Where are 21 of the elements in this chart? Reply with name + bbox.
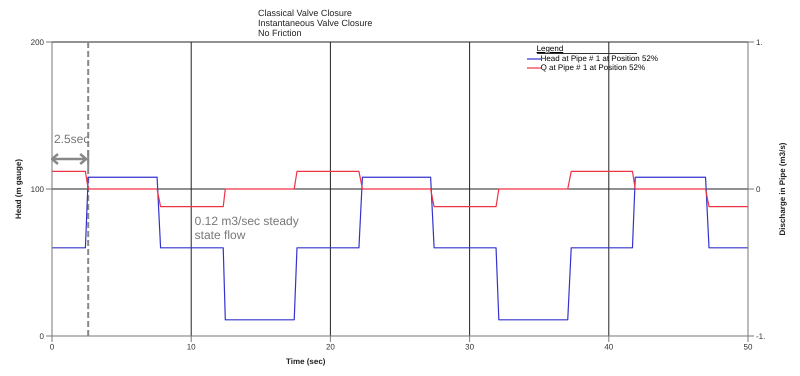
y-tick-label: 0 (40, 332, 45, 341)
y-tick-label: 100 (30, 184, 45, 194)
y-axis-title: Head (m gauge) (14, 158, 23, 220)
y2-axis-title: Discharge in Pipe (m3/s) (778, 142, 787, 236)
x-tick-label: 40 (604, 342, 614, 352)
y2-tick-label: 0 (756, 184, 761, 194)
x-tick-label: 30 (465, 342, 475, 352)
y2-tick-label: -1. (756, 332, 766, 341)
y-tick-label: 200 (30, 38, 45, 47)
legend-title: Legend (536, 44, 637, 54)
chart-title: Classical Valve Closure (258, 8, 353, 18)
text: No Friction (258, 28, 303, 38)
y2-tick-label: 1. (756, 38, 763, 47)
x-axis-title: Time (sec) (286, 357, 326, 366)
x-tick-label: 50 (744, 342, 753, 352)
chart-subtitle: Instantaneous Valve Closure (258, 18, 372, 28)
annotation: 0.12 m3/sec steady state flow (194, 214, 299, 242)
x-tick-label: 0 (50, 342, 55, 352)
annotation: 2.5sec (54, 132, 90, 146)
x-tick-label: 10 (186, 342, 196, 352)
x-tick-label: 20 (326, 342, 336, 352)
